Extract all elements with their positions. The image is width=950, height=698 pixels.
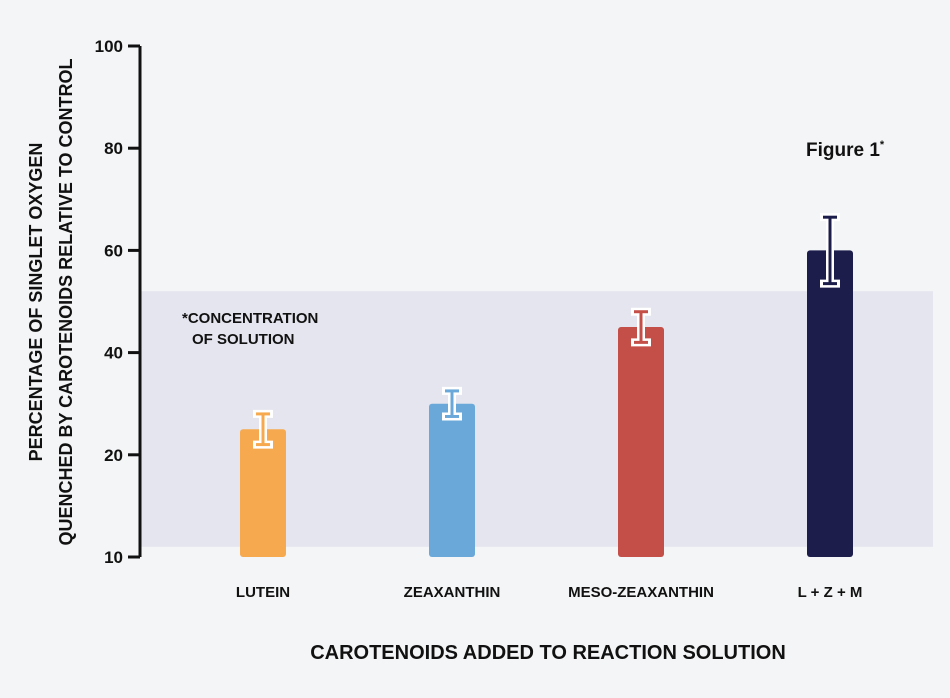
annotation-line-2: OF SOLUTION — [192, 331, 295, 348]
chart-title-text: Figure 1 — [806, 140, 880, 161]
error-bar — [442, 386, 462, 421]
bar — [618, 327, 664, 557]
chart-title: Figure 1* — [806, 139, 885, 161]
y-axis-label-line-1: PERCENTAGE OF SINGLET OXYGEN — [26, 143, 46, 462]
bar — [807, 250, 853, 557]
category-label: L + Z + M — [798, 584, 863, 601]
bar-group: L + Z + M — [798, 213, 863, 601]
category-label: ZEAXANTHIN — [404, 584, 501, 601]
error-bar — [253, 409, 273, 449]
y-tick-label: 100 — [95, 37, 123, 56]
error-bar — [631, 307, 651, 347]
bar-group: LUTEIN — [236, 409, 290, 601]
category-label: MESO-ZEAXANTHIN — [568, 584, 714, 601]
chart-title-superscript: * — [880, 139, 885, 151]
bar-group: ZEAXANTHIN — [404, 386, 501, 601]
y-axis-label-line-2: QUENCHED BY CAROTENOIDS RELATIVE TO CONT… — [56, 58, 76, 545]
y-tick-label: 80 — [104, 139, 123, 158]
bar-group: MESO-ZEAXANTHIN — [568, 307, 714, 601]
error-bar — [820, 213, 840, 288]
category-label: LUTEIN — [236, 584, 290, 601]
y-tick-label: 40 — [104, 344, 123, 363]
x-axis-label: CAROTENOIDS ADDED TO REACTION SOLUTION — [310, 642, 786, 664]
annotation-line-1: *CONCENTRATION — [182, 310, 318, 327]
bar — [429, 403, 475, 557]
y-tick-label: 20 — [104, 446, 123, 465]
y-tick-label: 60 — [104, 241, 123, 260]
y-tick-label: 10 — [104, 548, 123, 567]
bar — [240, 429, 286, 557]
